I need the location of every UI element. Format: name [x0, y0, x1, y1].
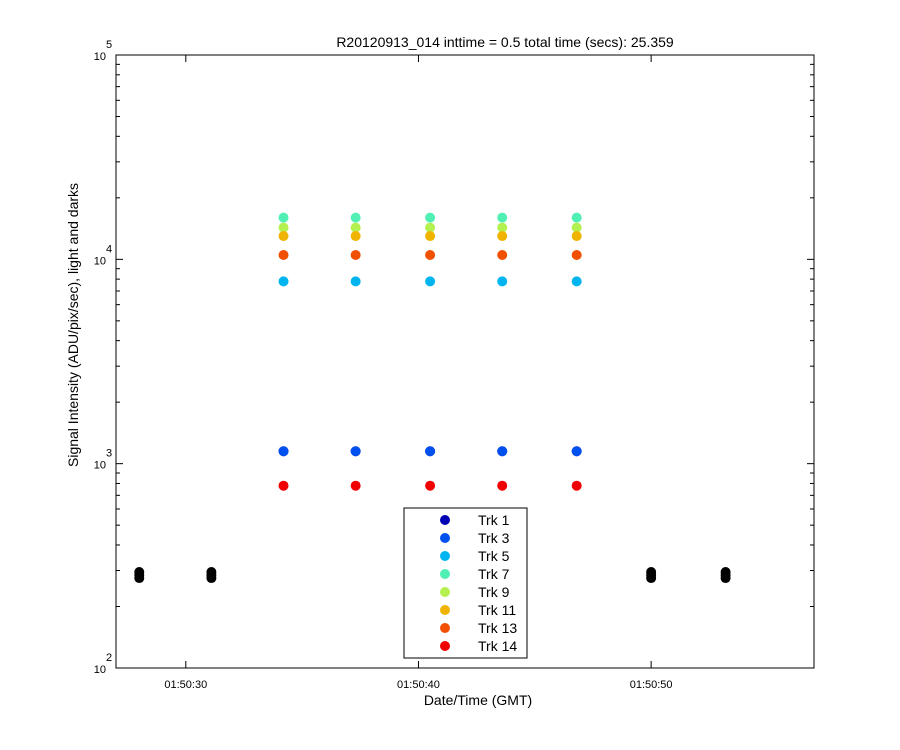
data-point — [350, 276, 361, 287]
x-tick-labels: 01:50:30 01:50:40 01:50:50 — [164, 679, 672, 691]
legend-marker — [440, 515, 450, 525]
data-point — [497, 480, 508, 491]
data-point — [278, 222, 289, 233]
y-tick-exponent: 4 — [106, 243, 112, 255]
y-tick-label: 10 — [94, 51, 106, 63]
data-point — [350, 480, 361, 491]
dark-point — [720, 573, 731, 584]
data-point — [425, 480, 436, 491]
legend-label: Trk 3 — [478, 530, 510, 546]
legend-label: Trk 5 — [478, 548, 510, 564]
legend-marker — [440, 569, 450, 579]
data-point — [425, 231, 436, 242]
data-point — [278, 446, 289, 457]
legend-label: Trk 11 — [478, 602, 516, 618]
x-tick-label: 01:50:50 — [630, 679, 673, 691]
data-point — [278, 276, 289, 287]
legend-marker — [440, 623, 450, 633]
plot-frame — [115, 54, 815, 669]
data-point — [571, 446, 582, 457]
data-point — [350, 212, 361, 223]
data-point — [278, 480, 289, 491]
data-point — [571, 222, 582, 233]
legend-label: Trk 9 — [478, 584, 510, 600]
data-point — [350, 222, 361, 233]
data-point — [497, 250, 508, 261]
y-tick-label: 10 — [94, 664, 106, 676]
dark-point — [134, 573, 145, 584]
data-point — [571, 250, 582, 261]
data-point — [425, 446, 436, 457]
x-tick-label: 01:50:30 — [164, 679, 207, 691]
data-point — [425, 276, 436, 287]
axis-ticks — [116, 54, 814, 669]
data-point — [571, 480, 582, 491]
data-point — [278, 250, 289, 261]
data-point — [425, 250, 436, 261]
data-point — [571, 212, 582, 223]
legend-marker — [440, 641, 450, 651]
y-tick-exponent: 2 — [106, 652, 112, 664]
x-axis-label: Date/Time (GMT) — [424, 692, 532, 708]
legend-label: Trk 14 — [478, 638, 517, 654]
legend-marker — [440, 605, 450, 615]
data-point — [278, 212, 289, 223]
y-tick-exponent: 5 — [106, 39, 112, 51]
data-point — [497, 446, 508, 457]
legend-marker — [440, 587, 450, 597]
legend-label: Trk 13 — [478, 620, 517, 636]
data-point — [497, 231, 508, 242]
legend-label: Trk 7 — [478, 566, 510, 582]
y-tick-exponent: 3 — [106, 448, 112, 460]
y-tick-label: 10 — [94, 255, 106, 267]
legend-box — [403, 507, 528, 659]
data-point — [571, 276, 582, 287]
data-point — [571, 231, 582, 242]
legend-marker — [440, 551, 450, 561]
data-points — [134, 212, 731, 584]
dark-point — [206, 573, 217, 584]
data-point — [425, 212, 436, 223]
y-axis-label: Signal Intensity (ADU/pix/sec), light an… — [65, 183, 81, 467]
legend-label: Trk 1 — [478, 512, 510, 528]
legend: Trk 1 Trk 3 Trk 5 Trk 7 Trk 9 Trk 11 Trk 13 Trk… — [403, 507, 528, 659]
data-point — [497, 212, 508, 223]
data-point — [350, 250, 361, 261]
data-point — [278, 231, 289, 242]
data-point — [497, 222, 508, 233]
data-point — [497, 276, 508, 287]
data-point — [350, 231, 361, 242]
legend-marker — [440, 533, 450, 543]
data-point — [425, 222, 436, 233]
y-tick-label: 10 — [94, 460, 106, 472]
x-tick-label: 01:50:40 — [397, 679, 440, 691]
dark-point — [646, 573, 657, 584]
data-point — [350, 446, 361, 457]
chart-title: R20120913_014 inttime = 0.5 total time (… — [336, 34, 674, 50]
